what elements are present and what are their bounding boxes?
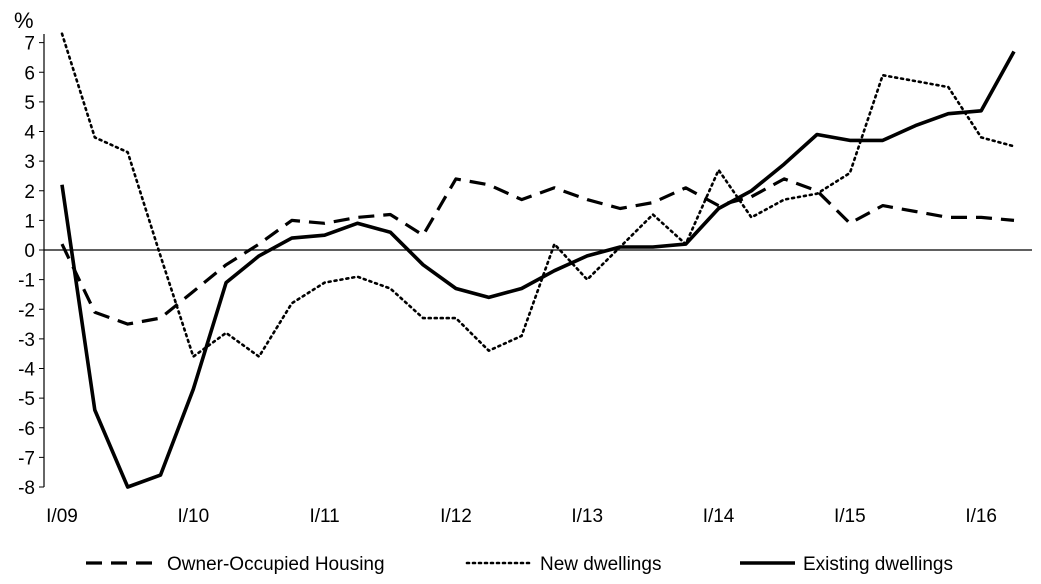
legend-label: New dwellings xyxy=(540,554,661,575)
y-tick-label: -3 xyxy=(18,330,35,351)
y-tick-label: -8 xyxy=(18,478,35,499)
y-tick-label: -5 xyxy=(18,389,35,410)
x-tick-label: I/09 xyxy=(46,506,78,527)
series-line-owner-occupied-housing xyxy=(60,177,1015,326)
x-tick-label: I/10 xyxy=(177,506,209,527)
legend: Owner-Occupied Housing New dwellings Exist… xyxy=(86,554,953,575)
x-tick-label: I/16 xyxy=(965,506,997,527)
y-tick-label: 3 xyxy=(24,152,35,173)
y-tick-label: -4 xyxy=(18,360,35,381)
series-line-existing-dwellings xyxy=(60,50,1016,489)
x-axis: I/09 I/10 I/11 I/12 I/13 I/14 I/15 I/16 xyxy=(44,249,1032,527)
x-tick-label: I/14 xyxy=(703,506,735,527)
legend-label: Existing dwellings xyxy=(803,554,953,575)
y-tick-label: 6 xyxy=(24,63,35,84)
y-tick-label: -2 xyxy=(18,300,35,321)
y-axis-unit-label: % xyxy=(14,8,34,33)
x-tick-label: I/13 xyxy=(571,506,603,527)
series-line-new-dwellings xyxy=(60,32,1016,358)
y-tick-label: -1 xyxy=(18,271,35,292)
y-tick-label: 2 xyxy=(24,182,35,203)
x-tick-label: I/15 xyxy=(834,506,866,527)
y-tick-label: 0 xyxy=(24,241,35,262)
y-tick-label: 1 xyxy=(24,211,35,232)
y-tick-label: 7 xyxy=(24,34,35,55)
y-axis: 7 6 5 4 3 2 1 0 -1 -2 -3 -4 -5 -6 -7 -8 xyxy=(18,34,45,499)
x-tick-label: I/12 xyxy=(440,506,472,527)
legend-label: Owner-Occupied Housing xyxy=(167,554,385,575)
y-tick-label: -6 xyxy=(18,419,35,440)
x-tick-label: I/11 xyxy=(309,506,339,527)
y-tick-label: 4 xyxy=(24,123,35,144)
y-tick-label: -7 xyxy=(18,448,35,469)
series-layer xyxy=(60,32,1016,489)
y-tick-label: 5 xyxy=(24,93,35,114)
